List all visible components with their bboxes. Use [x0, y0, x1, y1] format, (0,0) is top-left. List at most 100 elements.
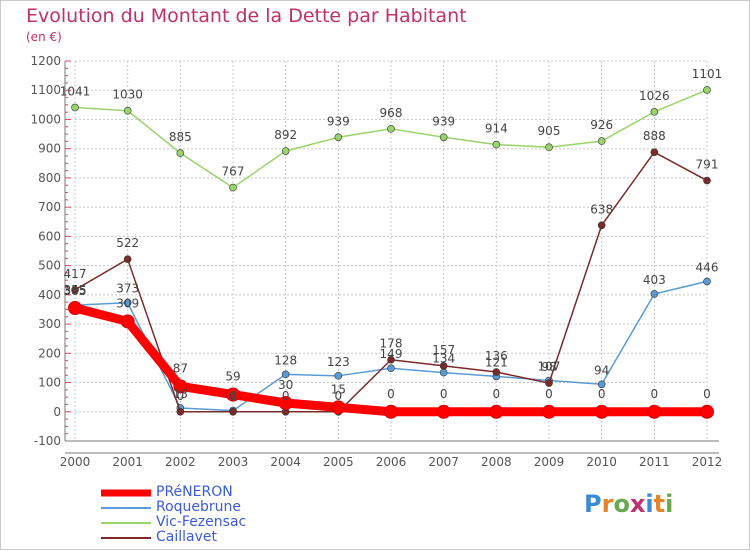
y-tick-label: 100	[38, 376, 61, 390]
x-tick-label: 2010	[586, 455, 617, 469]
data-point-vic-fezensac	[492, 140, 501, 149]
x-tick-label: 2008	[481, 455, 512, 469]
x-tick-label: 2004	[270, 455, 301, 469]
y-tick-label: 1000	[30, 112, 61, 126]
data-label-pr-neron: 59	[225, 370, 240, 384]
data-label-pr-neron: 0	[387, 387, 395, 401]
data-point-pr-neron	[226, 387, 240, 402]
data-point-vic-fezensac	[176, 149, 185, 157]
x-tick-label: 2005	[323, 455, 354, 469]
y-tick-label: 500	[38, 259, 61, 273]
data-label-pr-neron: 0	[545, 387, 553, 401]
data-label-vic-fezensac: 1041	[60, 84, 91, 98]
data-point-roquebrune	[703, 277, 711, 286]
data-point-pr-neron	[331, 400, 346, 415]
data-point-vic-fezensac	[597, 137, 606, 145]
x-tick-label: 2012	[692, 455, 723, 469]
data-label-pr-neron: 0	[440, 387, 448, 401]
data-label-roquebrune: 403	[643, 273, 666, 287]
data-label-pr-neron: 0	[651, 387, 659, 401]
x-tick-label: 2007	[428, 455, 459, 469]
data-label-vic-fezensac: 892	[274, 128, 297, 142]
series-layer	[68, 86, 714, 419]
brand-letter: r	[601, 490, 614, 518]
data-label-roquebrune: 134	[432, 352, 455, 366]
data-label-roquebrune: 149	[380, 347, 403, 361]
data-point-roquebrune	[597, 380, 606, 389]
data-label-roquebrune: 446	[696, 260, 719, 274]
legend-label-caillavet: Caillavet	[156, 529, 217, 545]
data-label-vic-fezensac: 905	[538, 124, 561, 138]
brand-letter: o	[613, 490, 630, 518]
data-point-pr-neron	[278, 396, 293, 410]
data-point-vic-fezensac	[703, 86, 711, 94]
data-label-caillavet: 157	[432, 343, 455, 357]
data-label-roquebrune: 128	[274, 353, 297, 367]
data-point-vic-fezensac	[387, 125, 395, 133]
data-point-caillavet	[176, 407, 185, 416]
data-point-caillavet	[492, 368, 501, 376]
brand-logo: Proxiti	[584, 490, 673, 518]
data-label-pr-neron: 309	[116, 296, 139, 310]
data-label-caillavet: 136	[485, 349, 508, 363]
x-tick-label: 2002	[165, 455, 196, 469]
data-label-roquebrune: 365	[64, 284, 87, 298]
data-label-pr-neron: 30	[278, 378, 293, 392]
data-point-roquebrune	[387, 364, 395, 373]
data-point-vic-fezensac	[229, 183, 237, 192]
data-point-caillavet	[545, 379, 553, 387]
brand-letter: i	[645, 490, 654, 518]
data-point-vic-fezensac	[439, 133, 448, 142]
data-point-pr-neron	[68, 301, 82, 315]
data-point-roquebrune	[334, 372, 343, 380]
data-point-pr-neron	[384, 404, 398, 419]
data-label-pr-neron: 0	[598, 387, 606, 401]
y-tick-label: 700	[38, 200, 61, 214]
data-label-caillavet: 178	[380, 337, 403, 351]
data-point-roquebrune	[281, 370, 290, 379]
data-point-caillavet	[703, 176, 711, 185]
data-point-roquebrune	[123, 298, 132, 307]
legend-swatch-preneron	[101, 489, 151, 497]
data-label-roquebrune: 107	[538, 359, 561, 373]
data-label-vic-fezensac: 767	[222, 165, 245, 179]
legend-swatch-vic-fezensac	[101, 522, 151, 524]
y-tick-label: 1100	[30, 83, 61, 97]
y-tick-label: 0	[53, 405, 61, 419]
data-label-caillavet: 417	[64, 267, 87, 281]
y-tick-label: -100	[34, 434, 61, 448]
data-label-roquebrune: 4	[229, 390, 237, 404]
data-label-vic-fezensac: 939	[327, 114, 350, 128]
data-label-caillavet: 0	[335, 389, 343, 403]
data-label-roquebrune: 373	[116, 282, 139, 296]
data-point-pr-neron	[173, 379, 188, 394]
data-point-pr-neron	[647, 404, 662, 419]
x-tick-label: 2011	[639, 455, 670, 469]
data-label-roquebrune: 94	[594, 363, 609, 377]
data-point-vic-fezensac	[123, 106, 132, 115]
data-point-pr-neron	[489, 404, 504, 419]
brand-letter: x	[629, 490, 646, 518]
data-label-pr-neron: 15	[331, 382, 346, 396]
y-tick-label: 800	[38, 171, 61, 185]
x-tick-label: 2000	[60, 455, 91, 469]
y-tick-label: 600	[38, 229, 61, 243]
y-tick-label: 400	[38, 288, 61, 302]
legend-label-roquebrune: Roquebrune	[156, 499, 242, 515]
data-label-pr-neron: 355	[64, 283, 87, 297]
data-label-pr-neron: 0	[703, 387, 711, 401]
data-point-caillavet	[439, 362, 448, 370]
data-label-caillavet: 522	[116, 236, 139, 250]
legend-label-preneron: PRéNERON	[156, 484, 233, 500]
data-point-vic-fezensac	[71, 103, 79, 112]
data-label-layer: 1041 1030 885 767 892 939 968 939 914 905 926 1026 1…	[60, 67, 723, 404]
x-tick-label: 2009	[534, 455, 565, 469]
data-label-caillavet: 0	[177, 389, 185, 403]
data-label-vic-fezensac: 1101	[692, 67, 723, 81]
data-label-pr-neron: 0	[493, 387, 501, 401]
data-point-roquebrune	[439, 368, 448, 377]
legend-swatch-caillavet	[101, 537, 151, 539]
data-point-caillavet	[229, 407, 237, 416]
data-point-caillavet	[71, 286, 79, 294]
